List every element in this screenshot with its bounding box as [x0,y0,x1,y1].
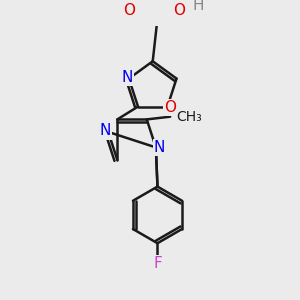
Text: O: O [164,100,176,115]
Text: N: N [99,123,111,138]
Text: H: H [192,0,204,13]
Text: O: O [123,3,135,18]
Text: O: O [173,3,185,18]
Text: N: N [121,70,132,85]
Text: N: N [154,140,165,155]
Text: CH₃: CH₃ [177,110,202,124]
Text: F: F [153,256,162,272]
